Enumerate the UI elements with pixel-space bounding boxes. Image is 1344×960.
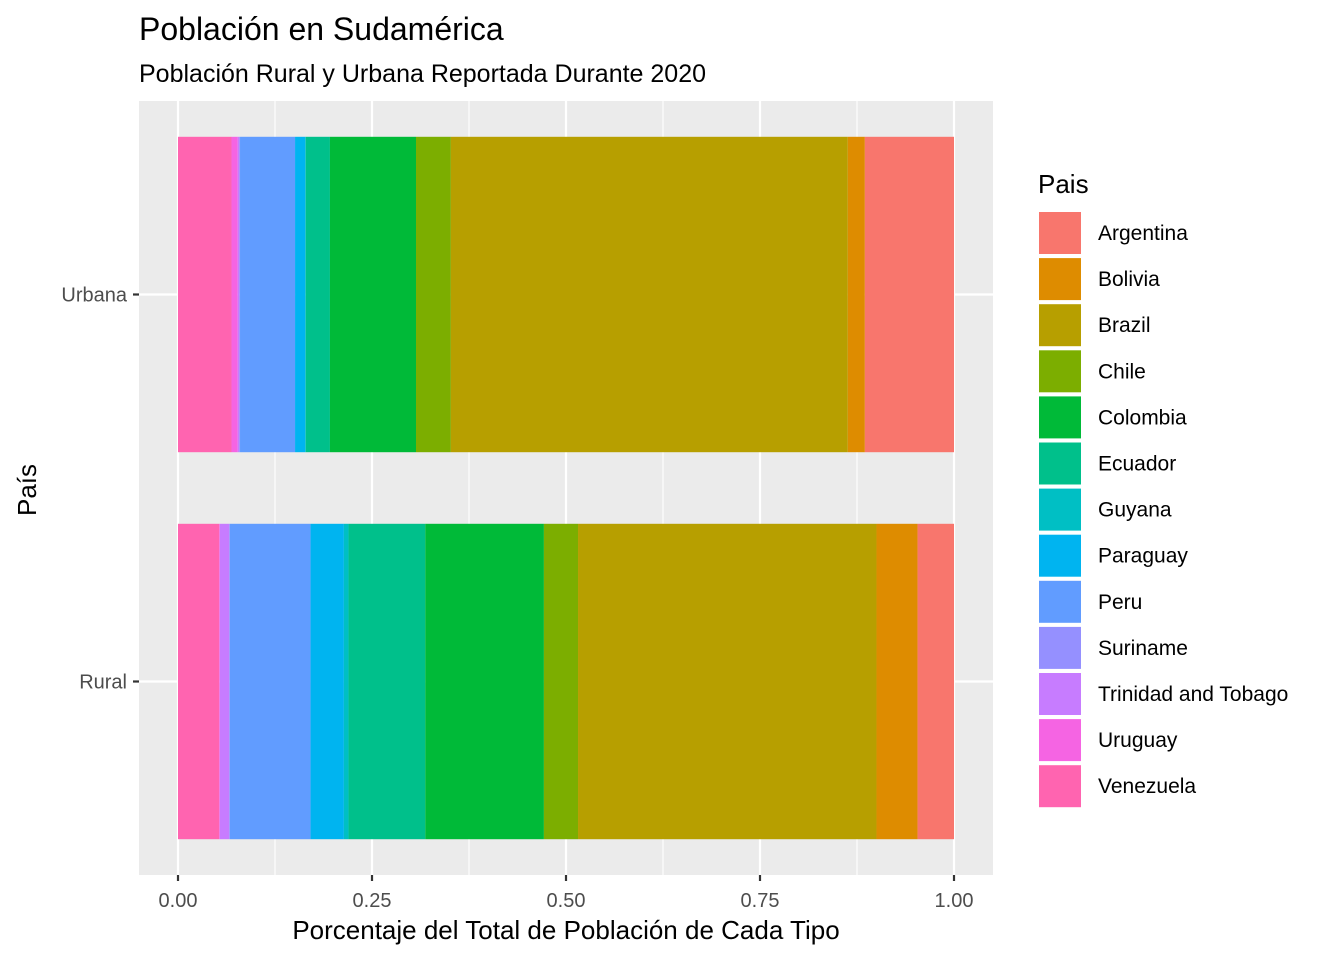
bar-bolivia-rural xyxy=(876,523,918,840)
bar-argentina-urbana xyxy=(864,136,954,453)
bar-suriname-urbana xyxy=(239,136,241,453)
bar-ecuador-rural xyxy=(348,523,426,840)
legend-key-chile xyxy=(1037,348,1083,395)
legend-key-argentina xyxy=(1037,210,1083,256)
x-tick-label: 0.00 xyxy=(159,890,198,912)
bar-ecuador-urbana xyxy=(305,136,330,453)
legend-key-colombia xyxy=(1037,394,1083,441)
bar-venezuela-rural xyxy=(178,523,220,840)
legend-label: Colombia xyxy=(1098,406,1187,429)
legend-label: Trinidad and Tobago xyxy=(1098,683,1288,706)
chart-title: Población en Sudamérica xyxy=(139,11,504,47)
bar-uruguay-rural xyxy=(219,523,220,840)
bar-venezuela-urbana xyxy=(178,136,232,453)
legend-key-trinidad-and-tobago xyxy=(1037,671,1083,717)
bar-brazil-rural xyxy=(578,523,877,840)
legend-title: Pais xyxy=(1038,169,1089,199)
legend-label: Argentina xyxy=(1098,222,1188,245)
bar-trinidad-and-tobago-urbana xyxy=(237,136,240,453)
bar-colombia-urbana xyxy=(329,136,416,453)
bar-bolivia-urbana xyxy=(847,136,865,453)
chart-subtitle: Población Rural y Urbana Reportada Duran… xyxy=(139,60,706,88)
bar-paraguay-rural xyxy=(310,523,344,840)
bar-colombia-rural xyxy=(425,523,544,840)
bar-guyana-rural xyxy=(343,523,349,840)
legend-label: Bolivia xyxy=(1098,268,1160,291)
legend-label: Chile xyxy=(1098,360,1146,383)
legend-label: Suriname xyxy=(1098,637,1188,660)
legend-label: Brazil xyxy=(1098,314,1151,337)
legend-key-brazil xyxy=(1037,302,1083,349)
bar-suriname-rural xyxy=(229,523,230,840)
bar-uruguay-urbana xyxy=(231,136,238,453)
legend-label: Paraguay xyxy=(1098,545,1188,568)
y-tick-label: Urbana xyxy=(61,285,127,307)
y-axis-title: País xyxy=(12,464,42,516)
legend-label: Guyana xyxy=(1098,499,1172,522)
bar-peru-rural xyxy=(229,523,311,840)
legend-key-uruguay xyxy=(1037,717,1083,764)
legend-key-guyana xyxy=(1037,486,1083,533)
legend-label: Ecuador xyxy=(1098,453,1176,476)
legend-label: Venezuela xyxy=(1098,775,1196,798)
legend-key-peru xyxy=(1037,578,1083,625)
legend-label: Uruguay xyxy=(1098,729,1178,752)
bar-brazil-urbana xyxy=(450,136,848,453)
y-axis: Urbana Rural xyxy=(61,285,139,694)
legend-label: Peru xyxy=(1098,591,1142,614)
legend-key-ecuador xyxy=(1037,440,1083,487)
bar-peru-urbana xyxy=(240,136,296,453)
legend-key-paraguay xyxy=(1037,532,1083,579)
bar-chile-urbana xyxy=(415,136,451,453)
legend-key-suriname xyxy=(1037,624,1083,671)
bar-argentina-rural xyxy=(917,523,954,840)
x-tick-label: 0.75 xyxy=(741,890,780,912)
legend-key-bolivia xyxy=(1037,256,1083,303)
bar-guyana-urbana xyxy=(305,136,306,453)
x-axis-title: Porcentaje del Total de Población de Cad… xyxy=(292,915,839,945)
bar-chile-rural xyxy=(543,523,579,840)
legend-key-venezuela xyxy=(1037,763,1083,810)
bar-paraguay-urbana xyxy=(295,136,306,453)
x-tick-label: 0.50 xyxy=(547,890,586,912)
x-tick-label: 1.00 xyxy=(935,890,974,912)
legend-items: Argentina Bolivia Brazil Chile Colombia Ecuad… xyxy=(1037,210,1288,810)
bar-trinidad-and-tobago-rural xyxy=(219,523,230,840)
y-tick-label: Rural xyxy=(79,672,127,694)
x-tick-label: 0.25 xyxy=(353,890,392,912)
x-axis: 0.00 0.25 0.50 0.75 1.00 xyxy=(159,875,974,912)
legend: Pais Argentina Bolivia Brazil Chile Colombia… xyxy=(1037,169,1288,810)
bars-group xyxy=(178,136,954,840)
